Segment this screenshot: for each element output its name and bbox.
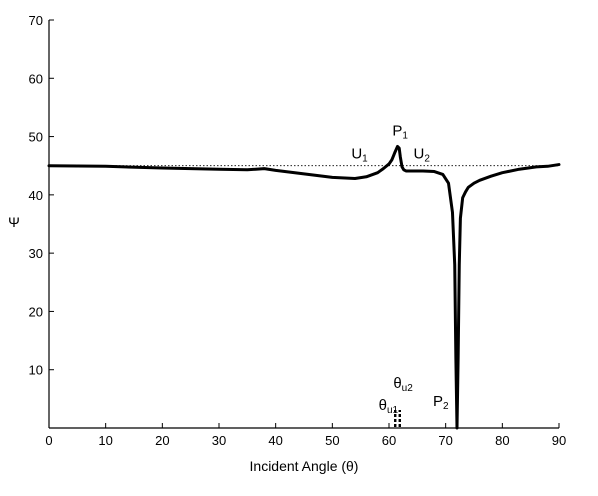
annotation-label: U2 [414, 146, 431, 165]
x-tick-label: 60 [382, 433, 396, 448]
series-group [47, 144, 561, 430]
series-line [47, 144, 561, 430]
x-tick-label: 30 [212, 433, 226, 448]
annotation-main: θ [379, 397, 387, 414]
axes: 0 10 20 30 40 50 60 70 80 90 10 20 30 40 50 60 70 [29, 13, 567, 448]
annotation-label: θu1 [379, 397, 399, 416]
annotation-label: P1 [392, 122, 408, 141]
x-tick-label: 0 [45, 433, 52, 448]
x-axis-label: Incident Angle (θ) [250, 458, 359, 474]
y-tick-label: 70 [29, 13, 43, 28]
y-tick-label: 10 [29, 363, 43, 378]
x-tick-label: 70 [438, 433, 452, 448]
annotation-subscript: 1 [362, 154, 368, 165]
annotation-label: U1 [351, 146, 368, 165]
annotation-subscript: 2 [443, 401, 449, 412]
x-tick-label: 90 [552, 433, 566, 448]
y-tick-label: 50 [29, 130, 43, 145]
marker-group [394, 410, 401, 427]
y-tick-label: 20 [29, 304, 43, 319]
annotation-main: P [392, 122, 402, 139]
annotation-main: P [433, 393, 443, 410]
annotation-subscript: 2 [424, 154, 430, 165]
annotation-main: θ [393, 375, 401, 392]
annotation-subscript: 1 [402, 130, 408, 141]
y-tick-label: 30 [29, 246, 43, 261]
y-tick-label: 60 [29, 71, 43, 86]
annotation-subscript: u1 [387, 405, 399, 416]
annotation-subscript: u2 [402, 383, 414, 394]
annotation-label: θu2 [393, 375, 413, 394]
x-tick-label: 50 [325, 433, 339, 448]
y-axis-label: Ψ [8, 214, 20, 230]
annotation-main: U [414, 146, 425, 163]
x-tick-label: 20 [155, 433, 169, 448]
annotation-label: P2 [433, 393, 449, 412]
annotation-main: U [351, 146, 362, 163]
x-tick-label: 80 [495, 433, 509, 448]
x-tick-label: 10 [98, 433, 112, 448]
y-tick-label: 40 [29, 188, 43, 203]
x-tick-label: 40 [268, 433, 282, 448]
